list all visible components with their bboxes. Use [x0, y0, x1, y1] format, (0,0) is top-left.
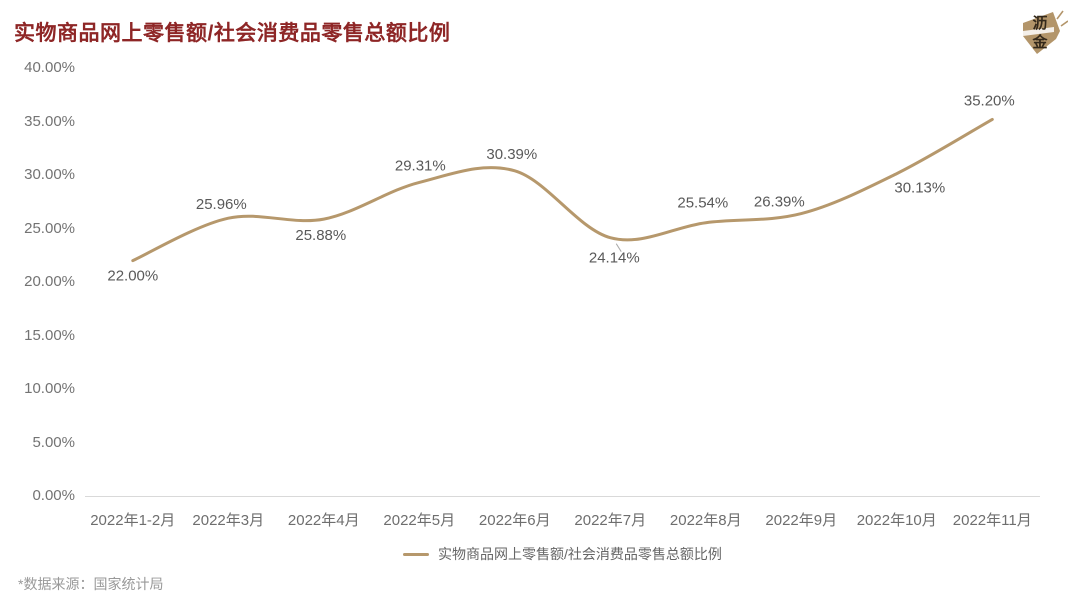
label-leader-line: [615, 243, 622, 252]
x-tick-label: 2022年11月: [952, 512, 1032, 529]
y-tick-label: 0.00%: [32, 487, 75, 504]
legend-line-swatch: [403, 552, 430, 556]
data-label: 25.96%: [196, 196, 247, 213]
x-tick-label: 2022年5月: [383, 512, 456, 529]
x-tick-label: 2022年7月: [574, 512, 647, 529]
data-label: 22.00%: [107, 268, 158, 285]
x-tick-label: 2022年1-2月: [90, 512, 176, 529]
logo-char-top: 沥: [1032, 15, 1047, 32]
y-tick-label: 20.00%: [24, 273, 75, 290]
logo-char-bottom: 金: [1031, 33, 1048, 51]
y-tick-label: 10.00%: [24, 380, 75, 397]
data-source-note: *数据来源：国家统计局: [18, 576, 164, 592]
y-tick-label: 35.00%: [24, 112, 75, 130]
legend-label: 实物商品网上零售额/社会消费品零售总额比例: [438, 546, 722, 562]
series-line: [131, 117, 994, 263]
data-label: 35.20%: [964, 92, 1015, 109]
y-tick-label: 30.00%: [24, 166, 75, 183]
data-label: 25.88%: [295, 227, 346, 244]
x-tick-label: 2022年9月: [765, 512, 838, 529]
x-tick-label: 2022年8月: [669, 512, 742, 529]
x-tick-label: 2022年10月: [856, 512, 937, 529]
y-tick-label: 25.00%: [24, 219, 75, 237]
lijin-logo: 沥 金: [1023, 10, 1068, 54]
x-tick-label: 2022年6月: [478, 512, 551, 529]
data-label: 30.39%: [486, 146, 537, 163]
data-label: 30.13%: [894, 180, 945, 197]
data-label: 26.39%: [754, 194, 805, 211]
x-tick-label: 2022年4月: [287, 512, 360, 529]
data-label: 29.31%: [395, 157, 446, 174]
data-label: 24.14%: [589, 250, 640, 267]
y-tick-label: 40.00%: [24, 59, 75, 76]
legend[interactable]: 实物商品网上零售额/社会消费品零售总额比例: [85, 544, 1040, 564]
chart-title: 实物商品网上零售额/社会消费品零售总额比例: [14, 22, 451, 45]
data-label: 25.54%: [677, 195, 728, 212]
y-tick-label: 15.00%: [24, 326, 75, 344]
y-tick-label: 5.00%: [32, 433, 75, 451]
x-tick-label: 2022年3月: [192, 512, 265, 529]
